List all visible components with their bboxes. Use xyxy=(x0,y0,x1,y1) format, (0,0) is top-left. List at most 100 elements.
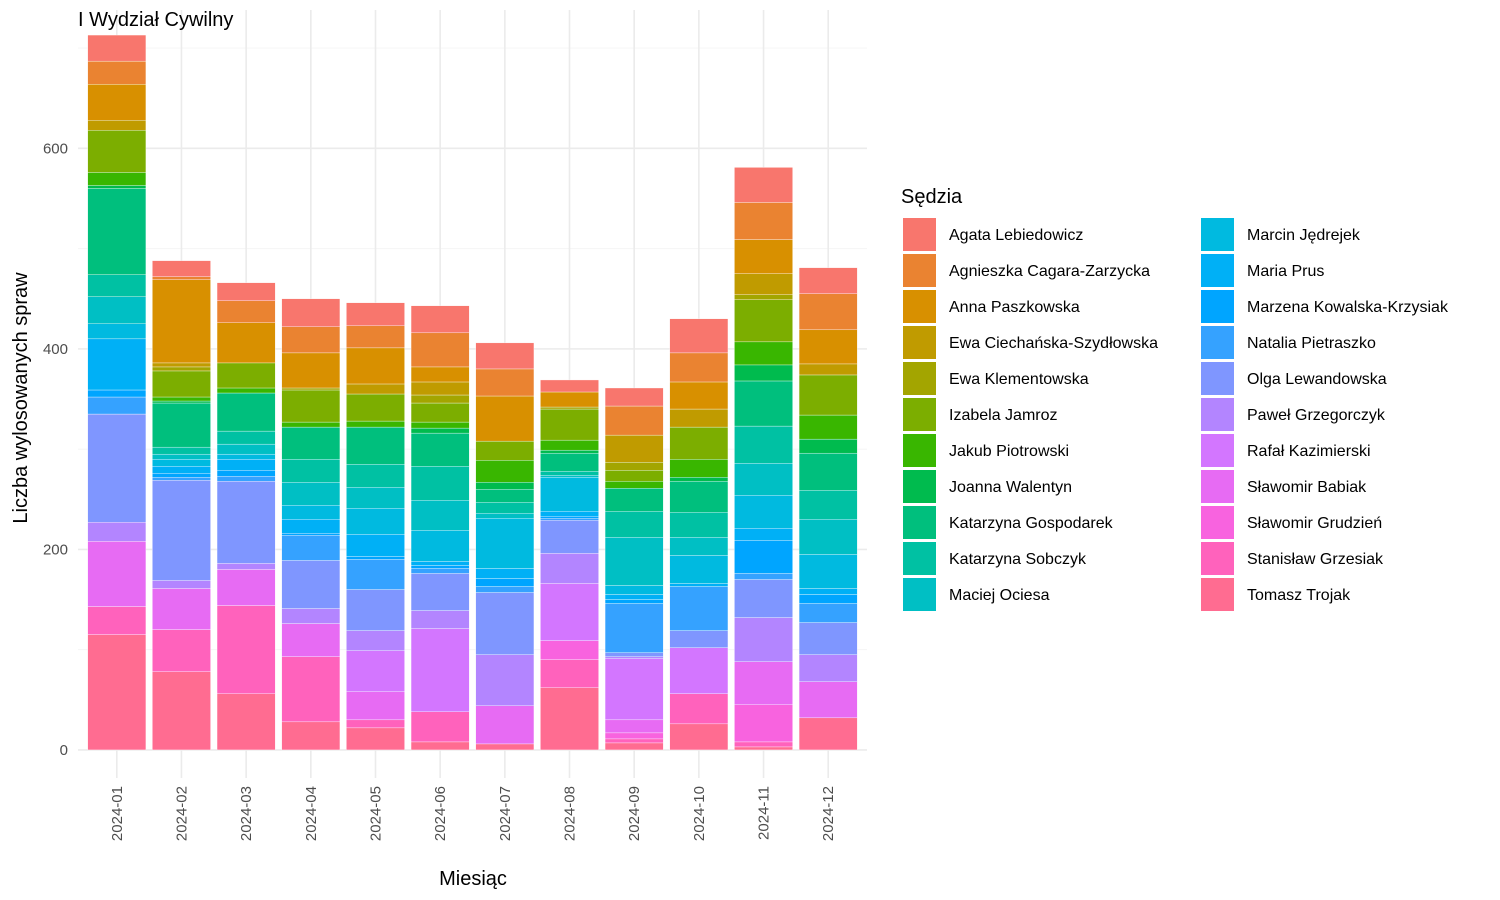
bar-segment: 2024-08 — Marcin Jędrejek: 34 xyxy=(540,477,599,512)
bar-segment: 2024-01 — Tomasz Trojak: 115 xyxy=(87,634,147,751)
bar-segment: 2024-02 — Paweł Grzegorczyk: 8 xyxy=(152,580,211,589)
bar-segment: 2024-08 — Katarzyna Gospodarek: 18 xyxy=(540,452,599,472)
bar-segment: 2024-04 — Marzena Kowalska-Krzysiak: 2 xyxy=(281,533,341,536)
legend-label: Katarzyna Gospodarek xyxy=(949,515,1114,532)
bar-segment: 2024-12 — Agata Lebiedowicz: 26 xyxy=(798,267,858,294)
bar-segment: 2024-12 — Tomasz Trojak: 32 xyxy=(798,717,858,751)
bar-segment: 2024-06 — Agnieszka Cagara-Zarzycka: 34 xyxy=(410,332,470,368)
bar-segment: 2024-02 — Olga Lewandowska: 100 xyxy=(152,480,211,581)
bar-segment: 2024-03 — Sławomir Babiak: 36 xyxy=(216,569,276,606)
x-axis-title: Miesiąc xyxy=(439,868,507,890)
bar-segment: 2024-03 — Anna Paszkowska: 40 xyxy=(216,322,276,364)
bar-segment: 2024-09 — Sławomir Grudzień: 6 xyxy=(604,732,664,740)
legend-key xyxy=(1201,434,1234,467)
bar-segment: 2024-04 — Maria Prus: 14 xyxy=(281,519,341,534)
bar-segment: 2024-08 — Stanisław Grzesiak: 28 xyxy=(540,659,599,688)
bar-segment: 2024-10 — Maciej Ociesa: 18 xyxy=(669,537,729,556)
bar-segment: 2024-11 — Marzena Kowalska-Krzysiak: 33 xyxy=(734,540,793,574)
bar-segment: 2024-03 — Tomasz Trojak: 56 xyxy=(216,693,276,751)
bar-segment: 2024-05 — Izabela Jamroz: 27 xyxy=(346,393,405,422)
bar-segment: 2024-09 — Maria Prus: 5 xyxy=(604,594,664,600)
bar-segment: 2024-01 — Izabela Jamroz: 42 xyxy=(87,130,147,173)
bar-segment: 2024-08 — Anna Paszkowska: 15 xyxy=(540,391,599,408)
legend: Sędzia Agata Lebiedowicz Agnieszka Cagara… xyxy=(901,186,1449,611)
bar-segment: 2024-06 — Paweł Grzegorczyk: 18 xyxy=(410,610,470,629)
bar-segment: 2024-09 — Maciej Ociesa: 48 xyxy=(604,537,664,586)
bar-segment: 2024-08 — Jakub Piotrowski: 10 xyxy=(540,439,599,451)
x-axis-ticks: 2024-01 2024-02 2024-03 2024-04 2024-05 2024-… xyxy=(109,786,837,841)
legend-label: Sławomir Babiak xyxy=(1247,479,1367,496)
bar-segment: 2024-03 — Marcin Jędrejek: 5 xyxy=(216,453,276,460)
x-tick-label: 2024-08 xyxy=(562,786,579,841)
bar-segment: 2024-04 — Paweł Grzegorczyk: 15 xyxy=(281,608,341,624)
legend-label: Paweł Grzegorczyk xyxy=(1247,407,1386,424)
bar-segment: 2024-08 — Natalia Pietraszko: 2 xyxy=(540,518,599,521)
bar-segment: 2024-01 — Jakub Piotrowski: 13 xyxy=(87,172,147,186)
bar-segment: 2024-11 — Marcin Jędrejek: 33 xyxy=(734,495,793,529)
bar-segment: 2024-12 — Joanna Walentyn: 14 xyxy=(798,438,858,454)
legend-title: Sędzia xyxy=(901,186,963,208)
bar-segment: 2024-06 — Katarzyna Sobczyk: 34 xyxy=(410,466,470,501)
legend-key xyxy=(1201,254,1234,287)
bar-segment: 2024-09 — Tomasz Trojak: 7 xyxy=(604,742,664,751)
bar-segment: 2024-11 — Tomasz Trojak: 3 xyxy=(734,746,793,751)
bar-segment: 2024-11 — Ewa Ciechańska-Szydłowska: 21 xyxy=(734,273,793,295)
bar-segment: 2024-04 — Tomasz Trojak: 28 xyxy=(281,721,341,751)
bar-segment: 2024-02 — Sławomir Babiak: 41 xyxy=(152,588,211,630)
bar-segment: 2024-12 — Maciej Ociesa: 35 xyxy=(798,519,858,555)
bar-segment: 2024-07 — Joanna Walentyn: 7 xyxy=(475,482,535,490)
bar-segment: 2024-03 — Natalia Pietraszko: 5 xyxy=(216,476,276,482)
bar-segment: 2024-05 — Sławomir Babiak: 28 xyxy=(346,691,405,721)
bar-segment: 2024-11 — Olga Lewandowska: 38 xyxy=(734,579,793,618)
bar-segment: 2024-10 — Marcin Jędrejek: 28 xyxy=(669,555,729,584)
bar-segment: 2024-02 — Maciej Ociesa: 5 xyxy=(152,453,211,460)
bar-segment: 2024-02 — Marzena Kowalska-Krzysiak: 4 xyxy=(152,473,211,478)
bar-segment: 2024-11 — Paweł Grzegorczyk: 44 xyxy=(734,617,793,662)
bar-segment: 2024-06 — Jakub Piotrowski: 6 xyxy=(410,421,470,429)
bar-segment: 2024-11 — Joanna Walentyn: 16 xyxy=(734,364,793,382)
bar-segment: 2024-07 — Sławomir Babiak: 38 xyxy=(475,705,535,745)
legend-label: Olga Lewandowska xyxy=(1247,371,1387,388)
bar-segment: 2024-11 — Agnieszka Cagara-Zarzycka: 37 xyxy=(734,202,793,240)
legend-label: Jakub Piotrowski xyxy=(949,443,1069,460)
bar-segment: 2024-03 — Olga Lewandowska: 82 xyxy=(216,481,276,564)
bar-segment: 2024-08 — Maciej Ociesa: 2 xyxy=(540,475,599,478)
bar-segment: 2024-03 — Izabela Jamroz: 25 xyxy=(216,362,276,389)
bar-segment: 2024-02 — Natalia Pietraszko: 3 xyxy=(152,477,211,481)
bar-segment: 2024-09 — Ewa Klementowska: 8 xyxy=(604,462,664,471)
bar-segment: 2024-09 — Katarzyna Sobczyk: 26 xyxy=(604,511,664,538)
y-axis-title: Liczba wylosowanych spraw xyxy=(10,272,32,524)
bar-segment: 2024-08 — Katarzyna Sobczyk: 4 xyxy=(540,471,599,476)
bar-segment: 2024-01 — Anna Paszkowska: 36 xyxy=(87,84,147,121)
bar-segment: 2024-12 — Natalia Pietraszko: 19 xyxy=(798,603,858,623)
bar-segment: 2024-07 — Marcin Jędrejek: 50 xyxy=(475,518,535,569)
x-tick-label: 2024-10 xyxy=(691,786,708,841)
bar-segment: 2024-09 — Stanisław Grzesiak: 4 xyxy=(604,738,664,744)
bar-segment: 2024-06 — Anna Paszkowska: 15 xyxy=(410,366,470,383)
legend-key xyxy=(1201,326,1234,359)
bar-segment: 2024-06 — Stanisław Grzesiak: 30 xyxy=(410,711,470,743)
bar-segment: 2024-11 — Stanisław Grzesiak: 5 xyxy=(734,741,793,748)
bar-segment: 2024-06 — Maria Prus: 4 xyxy=(410,561,470,566)
bar-segment: 2024-09 — Izabela Jamroz: 11 xyxy=(604,470,664,482)
bar-segment: 2024-06 — Maciej Ociesa: 30 xyxy=(410,500,470,531)
bar-segment: 2024-02 — Ewa Klementowska: 4 xyxy=(152,366,211,372)
bar-segment: 2024-08 — Tomasz Trojak: 62 xyxy=(540,687,599,751)
bar-segment: 2024-10 — Anna Paszkowska: 27 xyxy=(669,381,729,410)
bar-segment: 2024-10 — Izabela Jamroz: 32 xyxy=(669,426,729,460)
x-tick-label: 2024-12 xyxy=(820,786,837,841)
bar-segment: 2024-11 — Maciej Ociesa: 32 xyxy=(734,463,793,496)
bar-segment: 2024-11 — Sławomir Grudzień: 37 xyxy=(734,704,793,743)
bar-segment: 2024-03 — Agata Lebiedowicz: 18 xyxy=(216,282,276,301)
bar-segment: 2024-12 — Izabela Jamroz: 40 xyxy=(798,374,858,416)
legend-label: Ewa Ciechańska-Szydłowska xyxy=(949,335,1158,352)
bar-segment: 2024-10 — Joanna Walentyn: 4 xyxy=(669,477,729,482)
bar-segment: 2024-05 — Olga Lewandowska: 41 xyxy=(346,589,405,631)
bar-segment: 2024-07 — Olga Lewandowska: 62 xyxy=(475,592,535,655)
bar-segment: 2024-04 — Sławomir Babiak: 33 xyxy=(281,623,341,657)
bar-segment: 2024-01 — Agata Lebiedowicz: 26 xyxy=(87,34,147,62)
legend-label: Maciej Ociesa xyxy=(949,587,1050,604)
bar-segment: 2024-06 — Katarzyna Gospodarek: 33 xyxy=(410,432,470,467)
bar-segment: 2024-11 — Katarzyna Sobczyk: 37 xyxy=(734,425,793,464)
